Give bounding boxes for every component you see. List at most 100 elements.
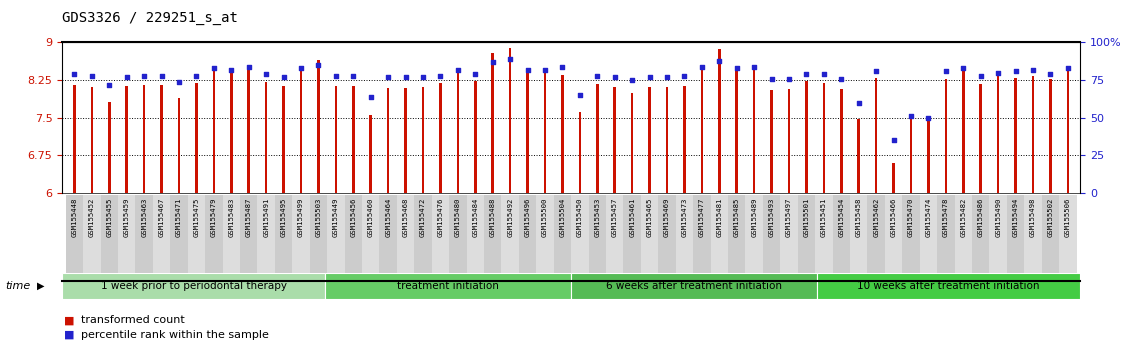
- Point: [990, 70, 1008, 75]
- Bar: [544, 73, 546, 193]
- Text: GSM155476: GSM155476: [438, 197, 443, 236]
- Point: [1059, 65, 1077, 71]
- Bar: [817, 273, 1080, 299]
- Bar: [178, 98, 180, 193]
- Bar: [352, 86, 355, 193]
- Bar: [955, 195, 972, 280]
- Bar: [379, 195, 397, 280]
- Bar: [903, 195, 920, 280]
- Bar: [327, 195, 345, 280]
- Point: [414, 74, 432, 80]
- Text: transformed count: transformed count: [81, 315, 185, 325]
- Point: [222, 67, 240, 73]
- Point: [936, 68, 955, 74]
- Bar: [292, 195, 310, 280]
- Point: [101, 82, 119, 87]
- Bar: [90, 87, 93, 193]
- Text: GSM155484: GSM155484: [473, 197, 478, 236]
- Text: GSM155452: GSM155452: [89, 197, 95, 236]
- Text: percentile rank within the sample: percentile rank within the sample: [81, 330, 269, 339]
- Bar: [780, 195, 797, 280]
- Text: GSM155462: GSM155462: [873, 197, 879, 236]
- Point: [205, 65, 223, 71]
- Bar: [467, 195, 484, 280]
- Text: GSM155473: GSM155473: [682, 197, 688, 236]
- Text: GSM155500: GSM155500: [542, 197, 549, 236]
- Text: GSM155497: GSM155497: [786, 197, 792, 236]
- Point: [955, 65, 973, 71]
- Text: GSM155454: GSM155454: [838, 197, 845, 236]
- Point: [920, 115, 938, 120]
- Point: [727, 65, 745, 71]
- Point: [867, 68, 886, 74]
- Bar: [944, 79, 947, 193]
- Bar: [962, 67, 965, 193]
- Bar: [326, 273, 571, 299]
- Text: GSM155478: GSM155478: [943, 197, 949, 236]
- Bar: [1042, 195, 1060, 280]
- Point: [536, 67, 554, 73]
- Bar: [728, 195, 745, 280]
- Bar: [735, 67, 739, 193]
- Bar: [519, 195, 536, 280]
- Bar: [927, 119, 930, 193]
- Point: [832, 76, 851, 81]
- Point: [466, 71, 484, 77]
- Point: [1042, 71, 1060, 77]
- Bar: [579, 112, 581, 193]
- Text: GSM155474: GSM155474: [925, 197, 932, 236]
- Bar: [972, 195, 990, 280]
- Bar: [658, 195, 675, 280]
- Text: GSM155487: GSM155487: [245, 197, 252, 236]
- Bar: [474, 81, 476, 193]
- Bar: [805, 81, 808, 193]
- Point: [762, 76, 780, 81]
- Bar: [205, 195, 223, 280]
- Bar: [623, 195, 641, 280]
- Bar: [213, 70, 215, 193]
- Bar: [310, 195, 327, 280]
- Text: GSM155467: GSM155467: [158, 197, 164, 236]
- Point: [571, 92, 589, 98]
- Text: GSM155455: GSM155455: [106, 197, 112, 236]
- Bar: [718, 49, 720, 193]
- Point: [658, 74, 676, 80]
- Point: [797, 71, 815, 77]
- Text: GSM155459: GSM155459: [123, 197, 130, 236]
- Bar: [641, 195, 658, 280]
- Text: GSM155494: GSM155494: [1012, 197, 1019, 236]
- Bar: [161, 85, 163, 193]
- Bar: [118, 195, 136, 280]
- Bar: [196, 83, 198, 193]
- Text: GSM155470: GSM155470: [908, 197, 914, 236]
- Bar: [387, 88, 389, 193]
- Point: [484, 59, 502, 65]
- Point: [188, 73, 206, 79]
- Text: 1 week prior to periodontal therapy: 1 week prior to periodontal therapy: [101, 281, 287, 291]
- Text: GSM155482: GSM155482: [960, 197, 966, 236]
- Bar: [509, 48, 511, 193]
- Point: [362, 94, 380, 99]
- Text: 10 weeks after treatment initiation: 10 weeks after treatment initiation: [857, 281, 1039, 291]
- Point: [292, 65, 310, 71]
- Point: [397, 74, 415, 80]
- Text: GSM155450: GSM155450: [577, 197, 582, 236]
- Text: GDS3326 / 229251_s_at: GDS3326 / 229251_s_at: [62, 11, 239, 25]
- Text: GSM155501: GSM155501: [803, 197, 810, 236]
- Bar: [763, 195, 780, 280]
- Text: GSM155451: GSM155451: [821, 197, 827, 236]
- Bar: [449, 195, 467, 280]
- Bar: [300, 68, 302, 193]
- Bar: [107, 102, 111, 193]
- Bar: [832, 195, 851, 280]
- Text: GSM155485: GSM155485: [734, 197, 740, 236]
- Bar: [101, 195, 118, 280]
- Bar: [362, 195, 379, 280]
- Bar: [596, 84, 598, 193]
- Point: [257, 71, 275, 77]
- Bar: [1067, 69, 1069, 193]
- Text: GSM155471: GSM155471: [176, 197, 182, 236]
- Bar: [188, 195, 205, 280]
- Bar: [851, 195, 867, 280]
- Bar: [230, 69, 233, 193]
